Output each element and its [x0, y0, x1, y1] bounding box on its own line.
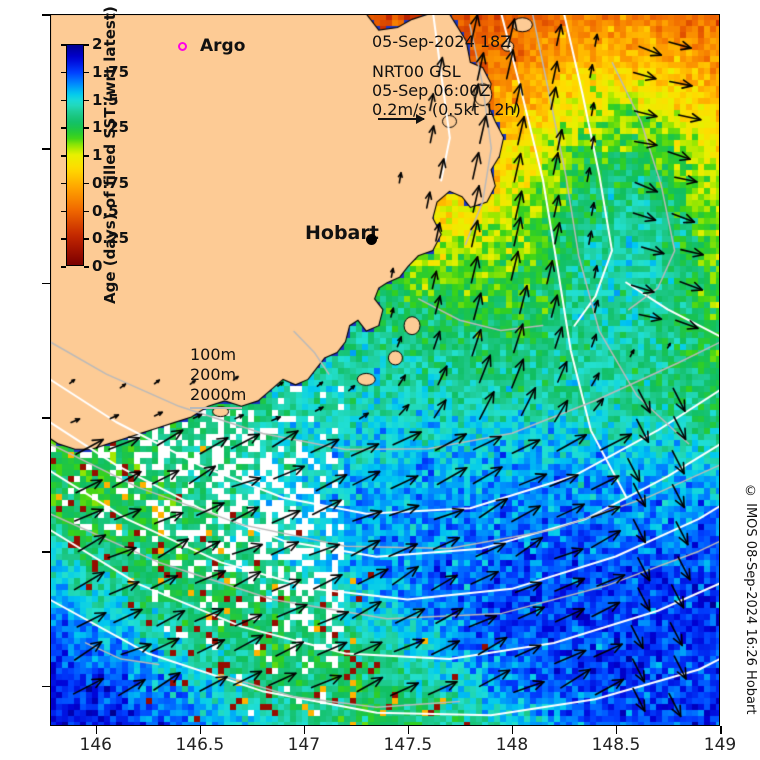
y-axis-tick	[42, 551, 50, 553]
colorbar-tick	[84, 266, 89, 268]
x-axis-tick-label: 147.5	[383, 735, 433, 755]
colorbar-gradient	[66, 44, 84, 266]
x-axis-tick-label: 146	[79, 735, 112, 755]
colorbar-tick	[84, 210, 89, 212]
colorbar-tick-label: 2	[92, 35, 103, 53]
x-axis-tick-label: 147	[287, 735, 321, 755]
colorbar-tick	[61, 99, 66, 101]
colorbar-tick-label: 1.75	[92, 62, 130, 81]
colorbar-tick	[61, 266, 66, 268]
colorbar-tick-label: 0	[92, 257, 103, 275]
colorbar-tick	[84, 44, 89, 46]
y-axis-tick	[42, 282, 50, 285]
y-axis-tick	[42, 14, 50, 16]
x-axis-tick-label: 148.5	[591, 735, 641, 755]
colorbar-tick-label: 0.5	[92, 201, 119, 220]
colorbar-tick	[84, 71, 89, 74]
depth-contour-legend: 100m 200m 2000m	[190, 345, 247, 404]
argo-legend-label: Argo	[200, 36, 246, 56]
model-info-label: NRT00 GSL 05-Sep 06:00Z 0.2m/s (0.5kt 12…	[372, 62, 521, 119]
colorbar[interactable]: 2 1.75 1.5 1.25 1 0.75 0.5 0.25 0	[61, 35, 129, 275]
x-axis-tick	[303, 726, 306, 734]
colorbar-tick	[61, 155, 66, 157]
colorbar-tick	[84, 155, 89, 157]
hobart-city-marker-icon	[366, 234, 377, 245]
x-axis-tick	[615, 726, 618, 734]
x-axis-tick	[720, 726, 722, 734]
vector-scale-arrow-icon	[378, 114, 425, 124]
x-axis-tick	[511, 726, 514, 734]
depth-contour-legend-line-icon	[190, 407, 242, 409]
x-axis-tick-label: 149	[703, 735, 737, 755]
colorbar-tick	[84, 99, 89, 101]
colorbar-tick	[61, 127, 66, 129]
colorbar-title: Age (days) of filled SST (wrt latest)	[101, 6, 119, 304]
x-axis-tick	[407, 726, 410, 734]
hobart-city-label: Hobart	[305, 222, 379, 244]
x-axis-tick	[95, 726, 98, 734]
x-axis-tick-label: 146.5	[175, 735, 225, 755]
y-axis-tick	[42, 685, 50, 688]
colorbar-tick-label: 0.75	[92, 173, 130, 192]
y-axis-tick	[42, 148, 50, 150]
x-axis-tick-label: 148	[495, 735, 529, 755]
y-axis-tick	[42, 417, 50, 419]
credit-label: © IMOS 08-Sep-2024 16:26 Hobart	[743, 484, 758, 715]
colorbar-tick	[84, 182, 89, 185]
map-plot-area[interactable]	[50, 14, 720, 726]
colorbar-tick-label: 0.25	[92, 229, 130, 248]
colorbar-tick	[61, 182, 66, 185]
timestamp-label: 05-Sep-2024 18Z	[372, 32, 512, 51]
x-axis-tick	[199, 726, 202, 734]
colorbar-tick-label: 1.5	[92, 90, 119, 109]
colorbar-tick-label: 1.25	[92, 118, 130, 137]
current-vector-layer	[50, 14, 720, 726]
argo-marker-icon	[178, 42, 187, 51]
colorbar-tick	[84, 127, 89, 129]
colorbar-tick	[61, 44, 66, 46]
colorbar-tick	[61, 238, 66, 240]
colorbar-tick-label: 1	[92, 146, 103, 164]
colorbar-tick	[61, 71, 66, 74]
colorbar-tick	[61, 210, 66, 212]
colorbar-tick	[84, 238, 89, 240]
